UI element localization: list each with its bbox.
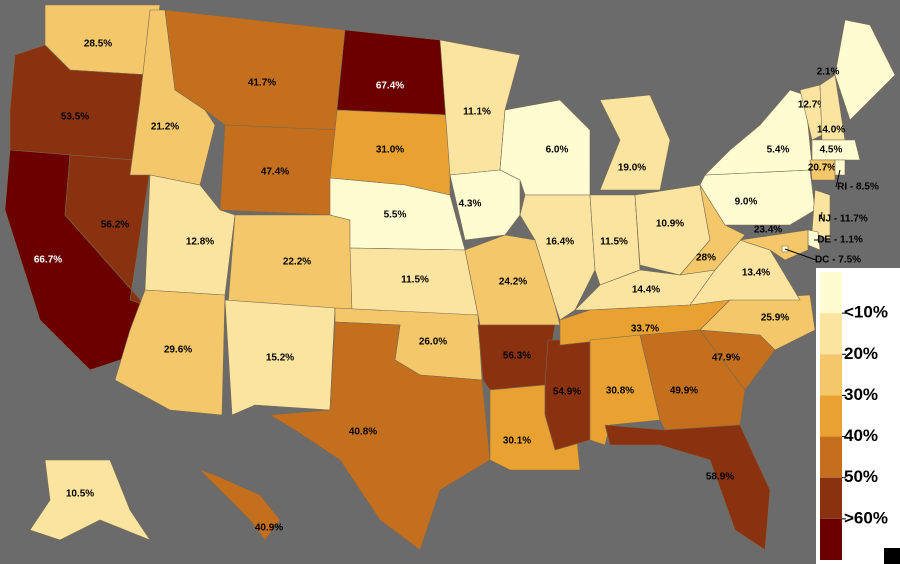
state-label: 54.9% <box>553 387 581 398</box>
state-label: 67.4% <box>376 81 404 92</box>
state-label: 15.2% <box>266 353 294 364</box>
state-label: 29.6% <box>164 345 192 356</box>
state-label: 30.8% <box>606 386 634 397</box>
legend-swatch <box>820 477 842 519</box>
state <box>599 94 671 191</box>
state <box>336 29 451 116</box>
legend-swatch <box>820 436 842 478</box>
state-label: 9.0% <box>735 197 758 208</box>
state-label: DC - 7.5% <box>815 255 861 266</box>
state-label: 16.4% <box>546 237 574 248</box>
state-label: 56.3% <box>503 351 531 362</box>
state <box>811 189 831 241</box>
state-label: 40.8% <box>349 427 377 438</box>
state-label: 30.1% <box>503 436 531 447</box>
state <box>604 424 771 551</box>
state-label: 28.5% <box>84 39 112 50</box>
state-label: 40.9% <box>255 523 283 534</box>
state-label: 47.9% <box>712 353 740 364</box>
legend-label: 30% <box>844 385 878 404</box>
state-label: 2.1% <box>817 67 840 78</box>
state-label: 5.4% <box>767 145 790 156</box>
state <box>809 159 836 181</box>
state-label: 4.3% <box>459 199 482 210</box>
state-label: RI - 8.5% <box>837 182 879 193</box>
state-label: 26.0% <box>419 337 447 348</box>
corner-block <box>884 548 900 564</box>
state-label: 49.9% <box>670 386 698 397</box>
state <box>834 159 846 176</box>
state-label: 56.2% <box>101 220 129 231</box>
state-label: NJ - 11.7% <box>818 214 868 225</box>
state-label: 11.1% <box>463 107 491 118</box>
legend-label: <10% <box>844 303 888 322</box>
state-label: 33.7% <box>631 324 659 335</box>
legend-swatch <box>820 518 842 560</box>
legend-label: 20% <box>844 344 878 363</box>
state-label: 10.5% <box>66 489 94 500</box>
legend-label: 40% <box>844 426 878 445</box>
state-label: 11.5% <box>401 275 429 286</box>
state <box>199 469 281 541</box>
state <box>29 459 151 541</box>
state-label: 25.9% <box>761 313 789 324</box>
state-label: 13.4% <box>742 268 770 279</box>
state-label: DE - 1.1% <box>817 235 863 246</box>
state <box>269 321 491 551</box>
legend-swatch <box>820 354 842 396</box>
state-label: 14.4% <box>632 285 660 296</box>
state-label: 24.2% <box>499 277 527 288</box>
state-label: 28% <box>696 253 716 264</box>
state-label: 5.5% <box>384 210 407 221</box>
state <box>114 289 226 416</box>
state-label: 12.8% <box>186 237 214 248</box>
state-label: 14.0% <box>817 125 845 136</box>
state-label: 47.4% <box>261 167 289 178</box>
state <box>464 234 561 326</box>
state-label: 20.7% <box>808 163 836 174</box>
state-label: 66.7% <box>34 255 62 266</box>
legend-swatch <box>820 395 842 437</box>
leader-line <box>820 211 823 220</box>
state-label: 58.9% <box>706 472 734 483</box>
legend-label: >60% <box>844 508 888 527</box>
state-label: 4.5% <box>820 145 843 156</box>
state <box>224 299 336 416</box>
state-label: 41.7% <box>248 78 276 89</box>
legend-label: 50% <box>844 467 878 486</box>
state-label: 22.2% <box>283 257 311 268</box>
state-label: 53.5% <box>61 112 89 123</box>
state <box>811 139 861 161</box>
state-label: 31.0% <box>376 145 404 156</box>
state-label: 11.5% <box>600 237 628 248</box>
state <box>739 229 809 261</box>
state-label: 21.2% <box>151 122 179 133</box>
legend-swatch <box>820 272 842 314</box>
state <box>834 19 896 121</box>
state-label: 6.0% <box>546 145 569 156</box>
state-label: 12.7% <box>798 100 826 111</box>
state-label: 19.0% <box>618 163 646 174</box>
state-label: 23.4% <box>754 225 782 236</box>
state <box>704 89 813 176</box>
leader-line <box>835 169 841 188</box>
state-label: 10.9% <box>656 219 684 230</box>
legend-swatch <box>820 313 842 355</box>
leader-line <box>784 248 817 261</box>
